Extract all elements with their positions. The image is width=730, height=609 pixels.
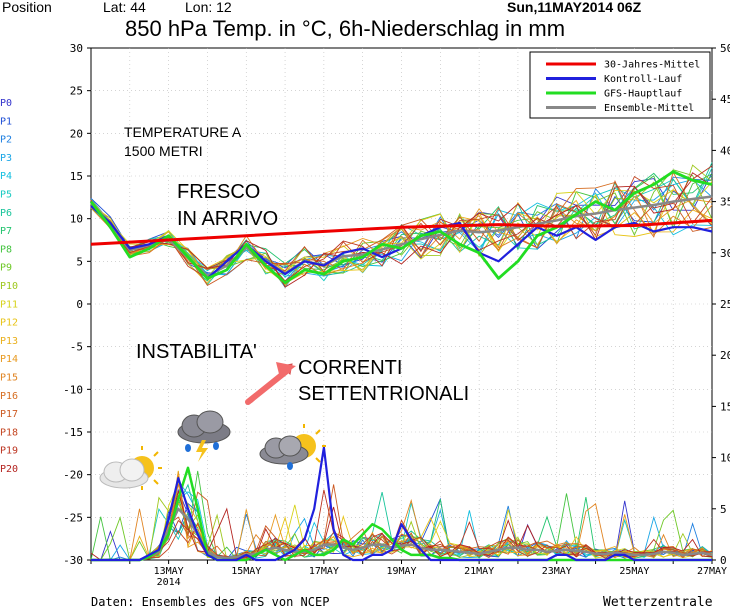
sun-shower-icon	[259, 424, 326, 470]
x-tick-label: 23MAY	[542, 566, 572, 577]
left-tick-label: -30	[63, 554, 83, 567]
right-tick-label: 25	[720, 298, 730, 311]
member-precip-line-P13	[91, 502, 713, 561]
right-tick-label: 15	[720, 400, 730, 413]
gfs-precip-line	[91, 466, 712, 562]
member-precip-line-P15	[91, 483, 713, 561]
member-labels: P0 P1 P2 P3 P4 P5 P6 P7 P8 P9 P10 P11 P12 P13 P14 P15 P1…	[0, 98, 18, 475]
right-tick-label: 40	[720, 144, 730, 157]
member-label: P0	[0, 98, 12, 109]
member-precip-line-P16	[91, 475, 713, 561]
legend-label: Ensemble-Mittel	[604, 103, 694, 114]
main-series	[89, 170, 713, 562]
member-label: P5	[0, 190, 12, 201]
temp-note-line2: 1500 METRI	[124, 143, 203, 159]
left-tick-label: -5	[70, 341, 83, 354]
member-label: P17	[0, 409, 18, 420]
member-label: P11	[0, 299, 18, 310]
x-tick-label: 25MAY	[619, 566, 649, 577]
member-label: P3	[0, 153, 12, 164]
left-tick-label: -25	[63, 511, 83, 524]
member-label: P9	[0, 263, 12, 274]
right-tick-label: 0	[720, 554, 727, 567]
thunderstorm-icon	[177, 410, 231, 462]
member-temp-line-P18	[90, 175, 713, 279]
member-label: P7	[0, 226, 12, 237]
member-label: P16	[0, 391, 18, 402]
lon-label: Lon: 12	[185, 0, 232, 15]
right-tick-label: 5	[720, 503, 727, 516]
right-tick-label: 10	[720, 452, 730, 465]
temp-note-line1: TEMPERATURE A	[124, 124, 242, 140]
grid	[91, 48, 712, 560]
brand-label: Wetterzentrale	[603, 595, 713, 609]
member-temp-line-P20	[90, 172, 713, 288]
arrow-icon	[245, 362, 296, 405]
left-tick-label: 30	[70, 42, 83, 55]
control-precip-line	[91, 446, 712, 562]
right-tick-label: 35	[720, 196, 730, 209]
legend-label: 30-Jahres-Mittel	[604, 60, 700, 71]
right-tick-label: 45	[720, 93, 730, 106]
member-label: P18	[0, 427, 18, 438]
x-tick-label: 17MAY	[309, 566, 339, 577]
climatology-line	[90, 218, 713, 246]
left-axis: 30 25 20 15 10 5 0 -5 -10 -15 -20 -25 -30	[63, 42, 91, 567]
legend-label: GFS-Hauptlauf	[604, 89, 682, 100]
x-tick-sublabel: 2014	[157, 577, 181, 588]
left-tick-label: 10	[70, 213, 83, 226]
member-label: P19	[0, 446, 18, 457]
fresco-line1: FRESCO	[177, 181, 260, 203]
member-temp-line-P9	[90, 169, 713, 287]
left-tick-label: 15	[70, 170, 83, 183]
lat-label: Lat: 44	[103, 0, 146, 15]
legend-label: Kontroll-Lauf	[604, 74, 682, 85]
right-tick-label: 30	[720, 247, 730, 260]
member-label: P4	[0, 171, 12, 182]
left-tick-label: -10	[63, 383, 83, 396]
left-tick-label: 25	[70, 85, 83, 98]
ensemble-mean-precip-line	[91, 507, 713, 562]
left-tick-label: 0	[76, 298, 83, 311]
left-tick-label: -20	[63, 469, 83, 482]
position-label: Position	[2, 0, 52, 15]
member-label: P15	[0, 373, 18, 384]
member-temp-line-P10	[90, 164, 713, 278]
left-tick-label: 5	[76, 255, 83, 268]
x-tick-label: 21MAY	[464, 566, 494, 577]
correnti-line2: SETTENTRIONALI	[298, 383, 469, 405]
member-label: P13	[0, 336, 18, 347]
member-label: P2	[0, 135, 12, 146]
member-label: P10	[0, 281, 18, 292]
instabilita-label: INSTABILITA'	[136, 341, 257, 363]
data-source: Daten: Ensembles des GFS von NCEP	[91, 595, 329, 609]
member-label: P6	[0, 208, 12, 219]
member-label: P8	[0, 244, 12, 255]
legend: 30-Jahres-Mittel Kontroll-Lauf GFS-Hauptla…	[529, 51, 711, 119]
left-tick-label: 20	[70, 127, 83, 140]
member-label: P14	[0, 354, 18, 365]
gfs-temp-line	[89, 170, 713, 285]
x-tick-label: 27MAY	[697, 566, 727, 577]
member-label: P20	[0, 464, 18, 475]
member-temp-line-P4	[90, 192, 713, 289]
x-tick-label: 15MAY	[231, 566, 261, 577]
partly-cloudy-icon	[99, 446, 162, 490]
member-label: P12	[0, 318, 18, 329]
member-label: P1	[0, 116, 12, 127]
x-tick-label: 13MAY	[154, 566, 184, 577]
chart-title: 850 hPa Temp. in °C, 6h-Niederschlag in …	[125, 16, 565, 41]
right-tick-label: 50	[720, 42, 730, 55]
left-tick-label: -15	[63, 426, 83, 439]
right-tick-label: 20	[720, 349, 730, 362]
run-date: Sun,11MAY2014 06Z	[507, 0, 642, 15]
fresco-line2: IN ARRIVO	[177, 208, 278, 230]
correnti-line1: CORRENTI	[298, 357, 402, 379]
x-tick-label: 19MAY	[386, 566, 416, 577]
